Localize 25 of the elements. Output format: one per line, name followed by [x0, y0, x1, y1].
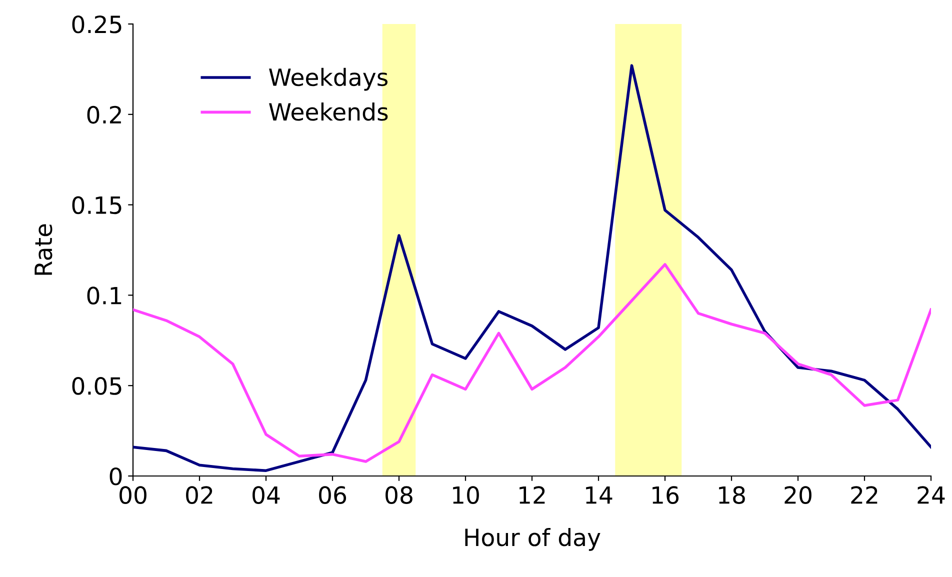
x-tick-label: 12	[520, 486, 545, 504]
y-tick-label: 0.15	[72, 196, 122, 214]
x-tick-label: 00	[120, 486, 146, 504]
y-tick-label: 0.05	[72, 377, 122, 395]
line-series	[133, 64, 931, 472]
x-tick-label: 22	[851, 486, 878, 504]
x-tick-label: 10	[453, 486, 479, 504]
y-tick-label: 0.1	[87, 286, 122, 305]
x-tick-label: 16	[652, 486, 679, 504]
legend-label: Weekdays	[269, 68, 388, 91]
y-axis-title: Rate	[34, 224, 52, 275]
x-tick-label: 20	[784, 486, 812, 504]
x-tick-label: 14	[586, 486, 612, 504]
x-tick-label: 18	[719, 486, 745, 504]
x-tick-label: 08	[386, 486, 412, 504]
line-series	[133, 263, 931, 463]
x-axis-title: Hour of day	[465, 528, 600, 551]
x-tick-label: 04	[252, 486, 280, 504]
y-tick-label: 0.2	[87, 106, 121, 124]
y-tick-label: 0.25	[72, 15, 122, 34]
y-tick-label: 0	[110, 467, 122, 486]
legend-label: Weekends	[269, 102, 388, 121]
x-tick-label: 06	[319, 486, 346, 504]
x-tick-label: 02	[186, 486, 212, 504]
x-tick-label: 24	[918, 486, 945, 504]
